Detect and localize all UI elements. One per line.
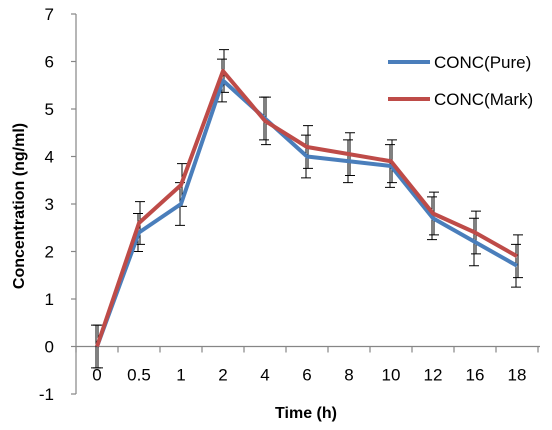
series-line-mark xyxy=(95,69,518,348)
x-tick-label: 0.5 xyxy=(127,366,151,385)
y-tick-label: 3 xyxy=(45,195,54,214)
axes xyxy=(71,13,540,395)
y-tick-label: 2 xyxy=(45,243,54,262)
y-axis-title: Concentration (ng/ml) xyxy=(11,123,28,289)
x-tick-label: 16 xyxy=(466,366,485,385)
y-tick-label: 4 xyxy=(45,148,54,167)
y-tick-label: 6 xyxy=(45,53,54,72)
x-tick-label: 18 xyxy=(508,366,527,385)
legend-label-mark: CONC(Mark) xyxy=(434,90,533,109)
legend-label-pure: CONC(Pure) xyxy=(434,53,531,72)
x-axis-title: Time (h) xyxy=(275,405,337,422)
x-tick-label: 8 xyxy=(344,366,353,385)
y-tick-label: 7 xyxy=(45,5,54,24)
y-tick-labels: -1 0 1 2 3 4 5 6 7 xyxy=(39,5,54,404)
x-tick-label: 1 xyxy=(176,366,185,385)
y-tick-label: 0 xyxy=(45,338,54,357)
x-tick-label: 10 xyxy=(382,366,401,385)
y-tick-label: -1 xyxy=(39,385,54,404)
legend: CONC(Pure) CONC(Mark) xyxy=(388,53,533,109)
y-tick-label: 5 xyxy=(45,100,54,119)
x-tick-label: 2 xyxy=(218,366,227,385)
y-tick-label: 1 xyxy=(45,290,54,309)
x-tick-label: 4 xyxy=(260,366,269,385)
x-tick-label: 12 xyxy=(424,366,443,385)
x-tick-label: 6 xyxy=(302,366,311,385)
series-lines xyxy=(95,69,518,348)
x-tick-label: 0 xyxy=(92,366,101,385)
x-tick-labels: 0 0.5 1 2 4 6 8 10 12 16 18 xyxy=(92,366,526,385)
series-line-pure xyxy=(95,78,518,348)
